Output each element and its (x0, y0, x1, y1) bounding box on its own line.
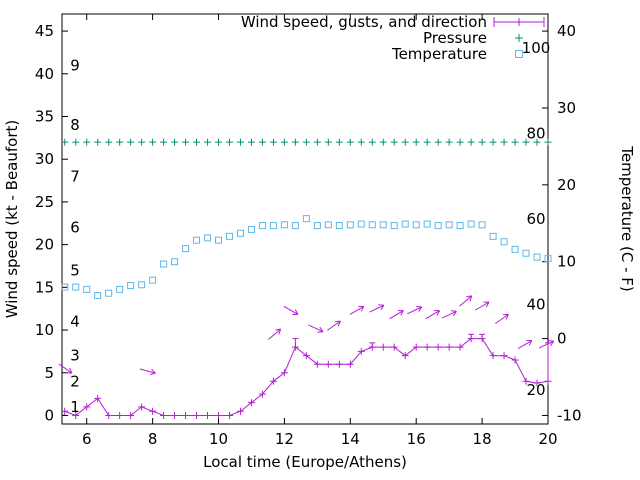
y-left-tick-label: 10 (35, 321, 54, 339)
wind-direction-arrows (58, 295, 555, 376)
y-right-tick-label: 20 (557, 176, 576, 194)
beaufort-label: 8 (70, 116, 80, 134)
fahrenheit-label: 20 (526, 381, 545, 399)
wind-arrow-shaft (58, 363, 73, 374)
wind-arrow-shaft (474, 301, 490, 311)
y-right-tick-label: 30 (557, 99, 576, 117)
wind-arrow-shaft (517, 340, 533, 349)
y-right-tick-label: -10 (557, 406, 582, 424)
x-tick-label: 8 (148, 430, 158, 448)
beaufort-label: 2 (70, 372, 80, 390)
y-right-tick-label: 0 (557, 330, 567, 348)
y-axis-right-title: Temperature (C - F) (618, 145, 636, 292)
wind-arrow-shaft (441, 310, 457, 319)
x-tick-label: 10 (209, 430, 228, 448)
beaufort-label: 5 (70, 261, 80, 279)
wind-arrow-shaft (139, 368, 156, 374)
fahrenheit-label: 100 (522, 39, 551, 57)
beaufort-label: 7 (70, 167, 80, 185)
wind-arrow-shaft (349, 305, 365, 315)
x-axis (86, 14, 549, 424)
wind-arrow-shaft (369, 304, 385, 313)
x-axis-labels: 6 8 10 12 14 16 18 20 (82, 430, 558, 448)
beaufort-label: 9 (70, 56, 80, 74)
y-left-tick-label: 5 (44, 364, 54, 382)
y-left-tick-label: 0 (44, 406, 54, 424)
y-right-tick-label: 10 (557, 253, 576, 271)
y-left-tick-label: 30 (35, 150, 54, 168)
y-right-tick-label: 40 (557, 22, 576, 40)
wind-arrow-shaft (538, 340, 554, 349)
y-left-tick-label: 25 (35, 193, 54, 211)
wind-arrow-shaft (425, 310, 440, 320)
plot-border (61, 13, 549, 425)
wind-series (61, 333, 552, 419)
legend-label: Temperature (391, 45, 487, 63)
x-tick-label: 6 (82, 430, 92, 448)
pressure-series (61, 138, 552, 146)
beaufort-label: 3 (70, 347, 80, 365)
wind-arrow-shaft (407, 306, 423, 315)
legend-label: Pressure (423, 29, 487, 47)
legend-marker-pressure (515, 34, 523, 42)
wind-arrow-shaft (459, 295, 473, 307)
x-tick-label: 20 (538, 430, 557, 448)
temperature-series (61, 215, 552, 300)
wind-arrow-shaft (268, 328, 281, 340)
x-tick-label: 12 (275, 430, 294, 448)
legend-marker-temperature (515, 50, 523, 58)
y-axis-right-labels: -10 0 10 20 30 40 (557, 22, 582, 424)
legend-label: Wind speed, gusts, and direction (241, 13, 487, 31)
y-axis-left-labels: 0 5 10 15 20 25 30 35 40 45 (35, 22, 54, 424)
beaufort-label: 6 (70, 219, 80, 237)
wind-arrow-shaft (495, 313, 509, 324)
x-tick-label: 16 (407, 430, 426, 448)
y-left-tick-label: 15 (35, 278, 54, 296)
wind-arrow-shaft (308, 324, 324, 333)
wind-arrow-shaft (326, 320, 341, 331)
beaufort-label: 4 (70, 313, 80, 331)
wind-arrow-shaft (283, 305, 299, 315)
y-axis-left-title: Wind speed (kt - Beaufort) (3, 120, 21, 319)
x-axis-title: Local time (Europe/Athens) (203, 453, 407, 471)
fahrenheit-label: 80 (526, 125, 545, 143)
x-tick-label: 18 (473, 430, 492, 448)
fahrenheit-label: 40 (526, 295, 545, 313)
fahrenheit-scale-labels: 20 40 60 80 100 (522, 39, 551, 399)
legend-marker-wind (493, 17, 545, 27)
beaufort-label: 1 (70, 398, 80, 416)
y-left-tick-label: 20 (35, 236, 54, 254)
beaufort-scale-labels: 1 2 3 4 5 6 7 8 9 (70, 56, 80, 416)
x-tick-label: 14 (341, 430, 360, 448)
wind-arrow-shaft (389, 310, 404, 320)
axis-titles: Local time (Europe/Athens) Wind speed (kt… (3, 120, 636, 471)
y-left-tick-label: 35 (35, 108, 54, 126)
y-axis-left (62, 30, 68, 416)
y-left-tick-label: 40 (35, 65, 54, 83)
y-left-tick-label: 45 (35, 22, 54, 40)
fahrenheit-label: 60 (526, 210, 545, 228)
legend: Wind speed, gusts, and directionPressure… (241, 13, 545, 63)
